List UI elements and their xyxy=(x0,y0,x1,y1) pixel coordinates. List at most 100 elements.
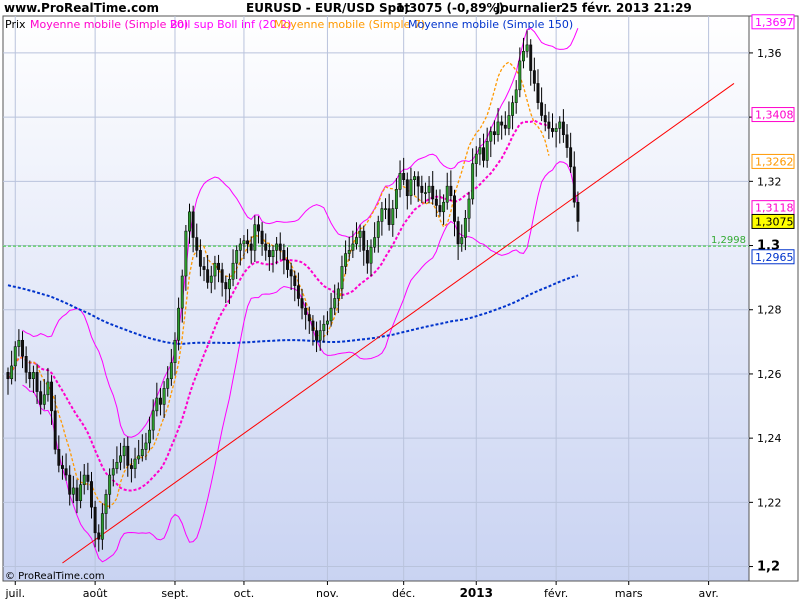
candle-body xyxy=(565,134,569,148)
candle-body xyxy=(115,461,119,469)
candle-body xyxy=(39,391,43,405)
candle-body xyxy=(148,429,152,444)
candle-body xyxy=(195,237,199,251)
legend-prix: Prix xyxy=(5,18,26,31)
bollinger-upper-series xyxy=(22,27,579,438)
x-tick-label: août xyxy=(83,587,108,600)
x-tick-label: févr. xyxy=(544,587,568,600)
candle-body xyxy=(122,445,126,457)
candle-body xyxy=(198,250,202,267)
candle-body xyxy=(431,185,435,200)
candle-body xyxy=(311,320,315,331)
x-tick-label: nov. xyxy=(316,587,339,600)
candle-body xyxy=(86,474,90,482)
site-title[interactable]: www.ProRealTime.com xyxy=(4,1,159,15)
candle-body xyxy=(28,372,32,380)
candle-body xyxy=(478,147,482,155)
candle-body xyxy=(220,269,224,283)
trendline xyxy=(62,83,735,564)
candle-body xyxy=(547,121,551,129)
candle-body xyxy=(460,237,464,245)
candle-body xyxy=(300,298,304,309)
candle-body xyxy=(500,121,504,126)
ma150-series xyxy=(7,274,579,345)
candle-body xyxy=(82,474,86,485)
candle-body xyxy=(144,442,148,450)
candle-body xyxy=(71,487,75,495)
candle-body xyxy=(50,381,54,412)
candle-body xyxy=(424,192,427,194)
candle-body xyxy=(180,275,184,309)
candle-body xyxy=(166,378,170,389)
candle-body xyxy=(365,250,369,264)
candle-body xyxy=(496,121,500,136)
candle-body xyxy=(369,246,373,264)
legend-ma20: Moyenne mobile (Simple 20) xyxy=(30,18,188,31)
candle-body xyxy=(529,44,533,71)
candle-body xyxy=(6,372,10,380)
legend-boll: Boll sup Boll inf (20 2) xyxy=(170,18,291,31)
candle-body xyxy=(296,285,300,299)
candle-body xyxy=(456,221,460,245)
candle-body xyxy=(253,224,257,251)
candle-body xyxy=(322,323,326,331)
candle-body xyxy=(394,189,398,209)
candle-body xyxy=(420,185,424,193)
y-tick-label: 1,36 xyxy=(757,47,782,60)
y-tick-label: 1,26 xyxy=(757,368,782,381)
candle-body xyxy=(17,339,21,347)
y-tick-label: 1,28 xyxy=(757,304,782,317)
candle-body xyxy=(238,243,242,251)
candle-body xyxy=(536,83,540,103)
candle-body xyxy=(376,221,380,238)
instrument-title: EURUSD - EUR/USD Spot xyxy=(246,1,410,15)
candle-body xyxy=(315,330,319,341)
gridlines xyxy=(3,16,749,581)
candle-body xyxy=(206,269,210,283)
candle-body xyxy=(21,339,24,357)
candle-body xyxy=(569,147,573,168)
candle-body xyxy=(336,288,340,299)
candle-body xyxy=(402,173,406,180)
candle-body xyxy=(191,211,195,238)
header-datetime: 25 févr. 2013 21:29 xyxy=(561,1,692,15)
candle-body xyxy=(13,346,17,367)
candle-body xyxy=(329,307,333,322)
candle-body xyxy=(79,484,83,501)
candle-body xyxy=(340,266,344,290)
candle-body xyxy=(405,179,409,197)
candle-body xyxy=(108,474,112,495)
candle-body xyxy=(333,298,337,309)
x-tick-label: déc. xyxy=(392,587,415,600)
candle-body xyxy=(224,282,228,290)
candle-body xyxy=(93,506,97,534)
candle-body xyxy=(434,198,438,206)
bollinger-lower-series xyxy=(22,161,579,563)
ma150-line xyxy=(7,274,579,345)
candle-body xyxy=(64,468,68,476)
candle-body xyxy=(213,262,217,277)
candle-body xyxy=(126,445,130,466)
x-axis: juil. août sept. oct. nov. déc. 2013 févr. mars a… xyxy=(4,581,719,600)
candle-body xyxy=(61,465,64,469)
price-box-label: 1,3075 xyxy=(755,215,794,228)
price-box xyxy=(751,107,795,123)
ma7-line xyxy=(7,61,550,507)
candle-body xyxy=(173,339,177,363)
plot-area[interactable] xyxy=(2,15,750,582)
candle-body xyxy=(286,259,289,270)
candle-body xyxy=(362,230,366,251)
candle-body xyxy=(416,176,420,187)
candle-body xyxy=(558,121,562,129)
candle-body xyxy=(572,166,576,203)
x-tick-label: mars xyxy=(615,587,643,600)
candle-body xyxy=(257,224,260,232)
candle-body xyxy=(304,307,308,315)
candle-body xyxy=(151,410,155,431)
candle-body xyxy=(427,185,431,193)
candle-body xyxy=(90,481,93,508)
price-box xyxy=(751,249,795,265)
candle-body xyxy=(507,115,511,129)
candle-body xyxy=(474,153,478,164)
